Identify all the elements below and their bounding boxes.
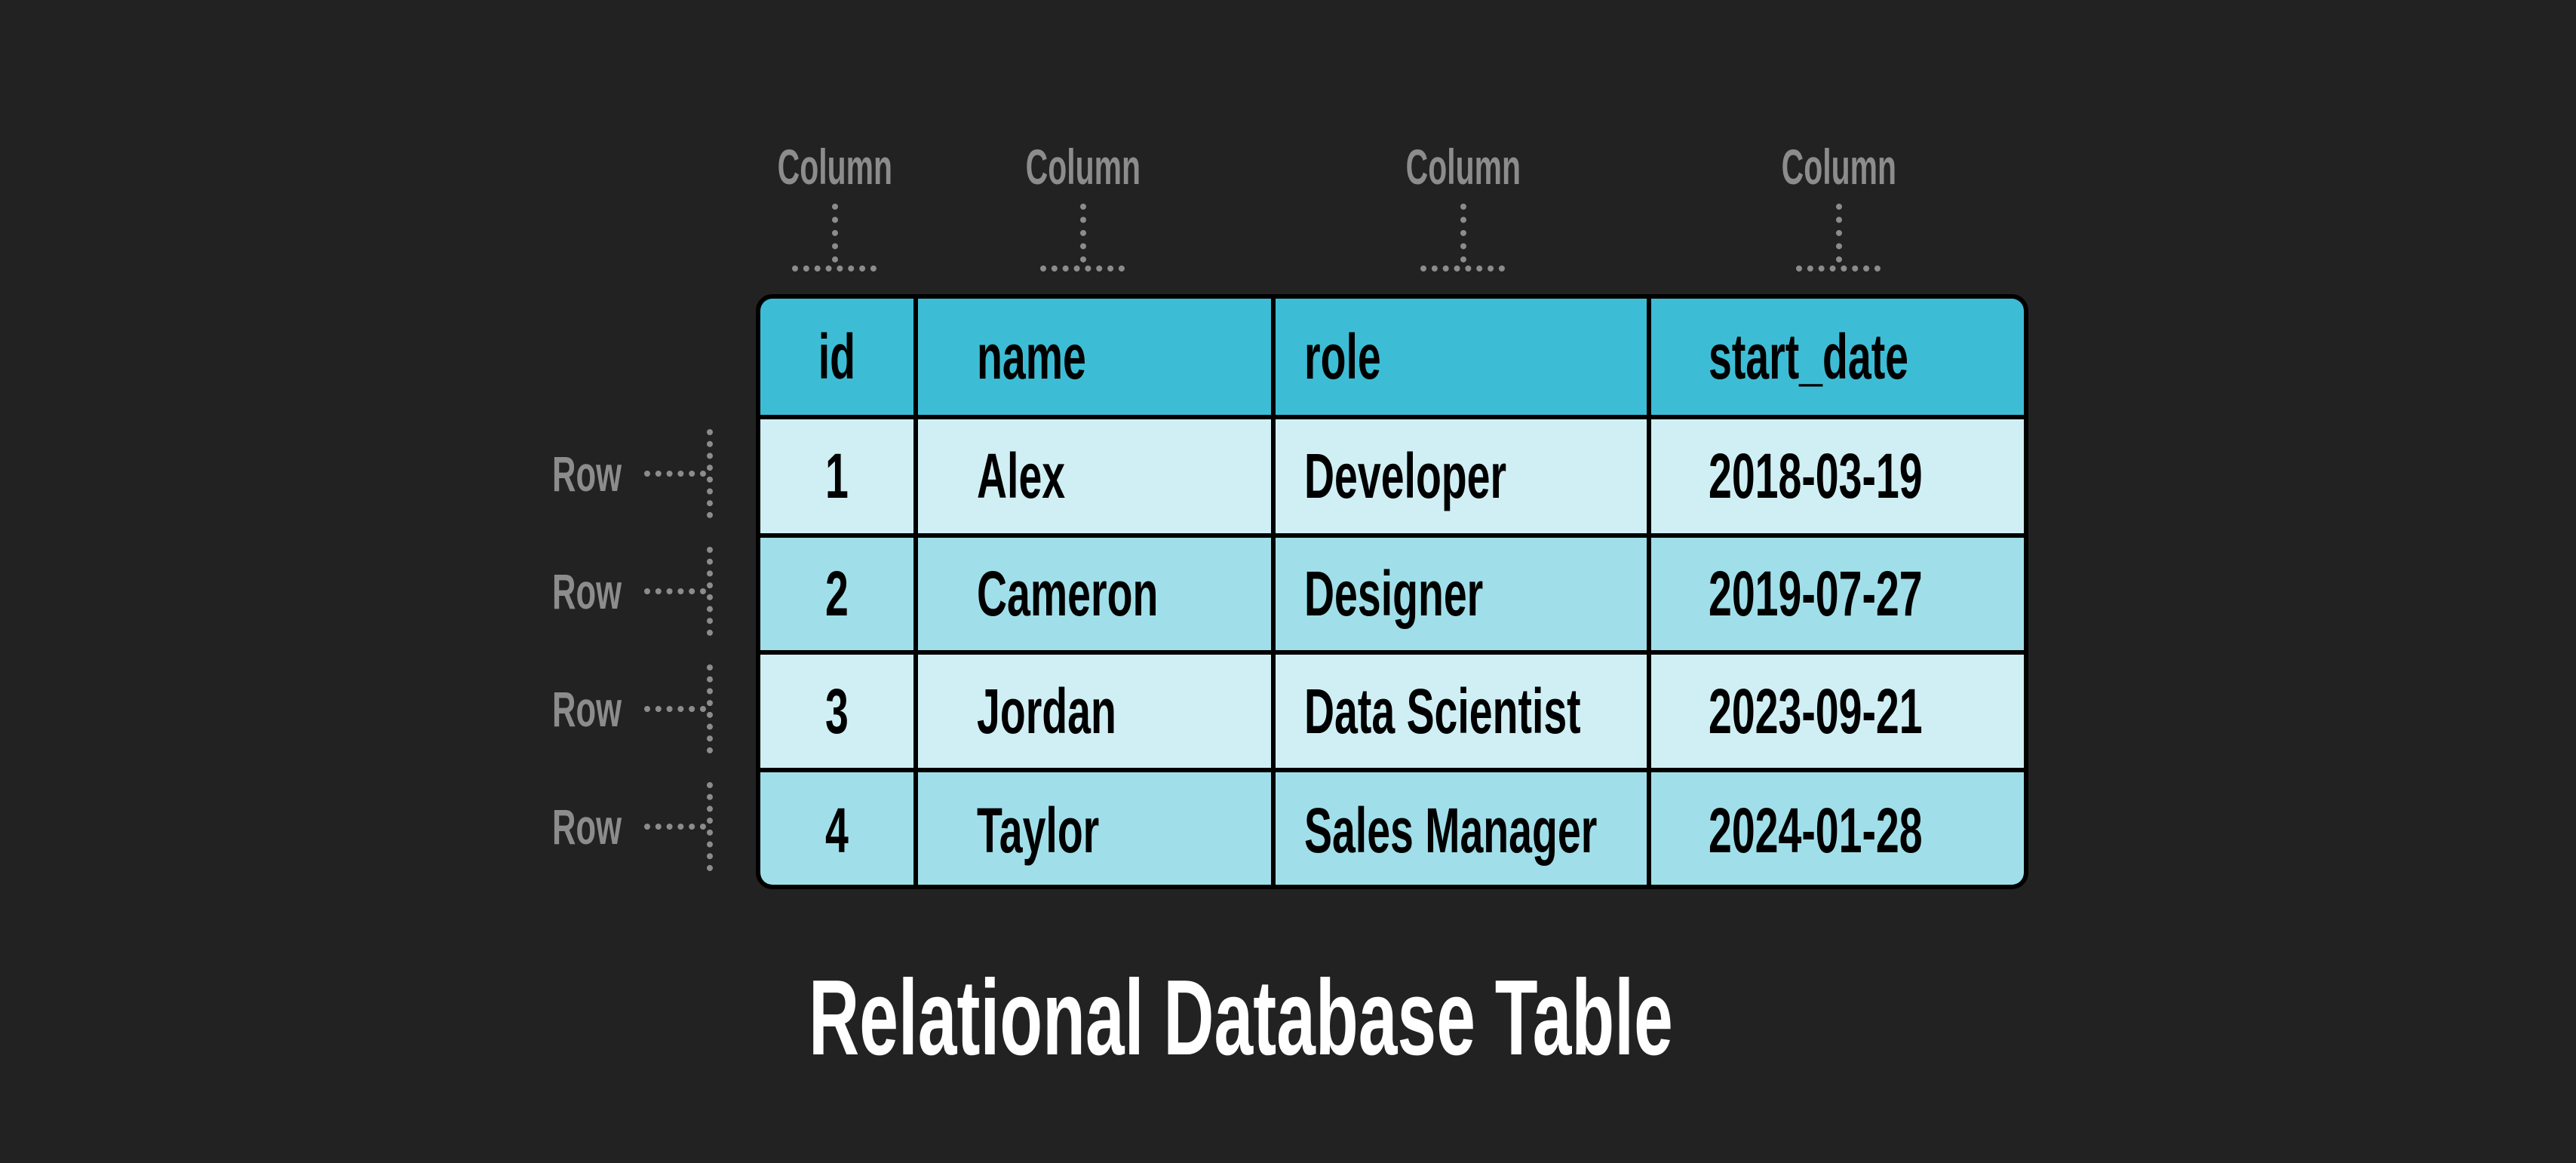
table-row: 4 Taylor Sales Manager 2024-01-28 bbox=[760, 772, 2024, 885]
header-cell-start-date: start_date bbox=[1651, 299, 2024, 415]
table-row: 1 Alex Developer 2018-03-19 bbox=[760, 419, 2024, 533]
row-bracket-stem bbox=[644, 588, 706, 594]
cell-role: Developer bbox=[1276, 419, 1647, 533]
column-label: Column bbox=[1025, 139, 1141, 195]
column-label: Column bbox=[1405, 139, 1521, 195]
database-table: id name role start_date 1 Alex Developer… bbox=[756, 294, 2028, 889]
column-bracket-base bbox=[1796, 265, 1881, 272]
row-bracket-stem bbox=[644, 706, 706, 712]
cell-id: 3 bbox=[760, 655, 913, 768]
column-bracket-base bbox=[1420, 265, 1505, 272]
row-label: Row bbox=[552, 563, 622, 619]
cell-start-date: 2023-09-21 bbox=[1651, 655, 2024, 768]
cell-start-date: 2024-01-28 bbox=[1651, 772, 2024, 885]
header-cell-role: role bbox=[1276, 299, 1647, 415]
row-label: Row bbox=[552, 446, 622, 502]
column-bracket-stem bbox=[1080, 204, 1086, 262]
cell-start-date: 2019-07-27 bbox=[1651, 538, 2024, 650]
column-label: Column bbox=[777, 139, 893, 195]
row-bracket-base bbox=[707, 664, 713, 753]
column-bracket-base bbox=[792, 265, 877, 272]
cell-role: Designer bbox=[1276, 538, 1647, 650]
column-bracket-stem bbox=[832, 204, 838, 262]
column-bracket-stem bbox=[1836, 204, 1842, 262]
row-label: Row bbox=[552, 799, 622, 855]
cell-start-date: 2018-03-19 bbox=[1651, 419, 2024, 533]
cell-role: Data Scientist bbox=[1276, 655, 1647, 768]
cell-id: 4 bbox=[760, 772, 913, 885]
column-bracket-stem bbox=[1460, 204, 1466, 262]
row-bracket-base bbox=[707, 782, 713, 871]
row-bracket-stem bbox=[644, 824, 706, 830]
cell-name: Cameron bbox=[918, 538, 1271, 650]
table-row: 2 Cameron Designer 2019-07-27 bbox=[760, 538, 2024, 650]
column-label: Column bbox=[1781, 139, 1897, 195]
diagram-title: Relational Database Table bbox=[809, 958, 1673, 1078]
row-label: Row bbox=[552, 681, 622, 737]
cell-id: 2 bbox=[760, 538, 913, 650]
header-cell-name: name bbox=[918, 299, 1271, 415]
cell-name: Jordan bbox=[918, 655, 1271, 768]
cell-role: Sales Manager bbox=[1276, 772, 1647, 885]
row-bracket-stem bbox=[644, 471, 706, 477]
row-bracket-base bbox=[707, 547, 713, 636]
column-bracket-base bbox=[1040, 265, 1125, 272]
row-bracket-base bbox=[707, 429, 713, 518]
cell-name: Alex bbox=[918, 419, 1271, 533]
cell-id: 1 bbox=[760, 419, 913, 533]
header-cell-id: id bbox=[760, 299, 913, 415]
table-row: 3 Jordan Data Scientist 2023-09-21 bbox=[760, 655, 2024, 768]
table-header-row: id name role start_date bbox=[760, 299, 2024, 415]
cell-name: Taylor bbox=[918, 772, 1271, 885]
